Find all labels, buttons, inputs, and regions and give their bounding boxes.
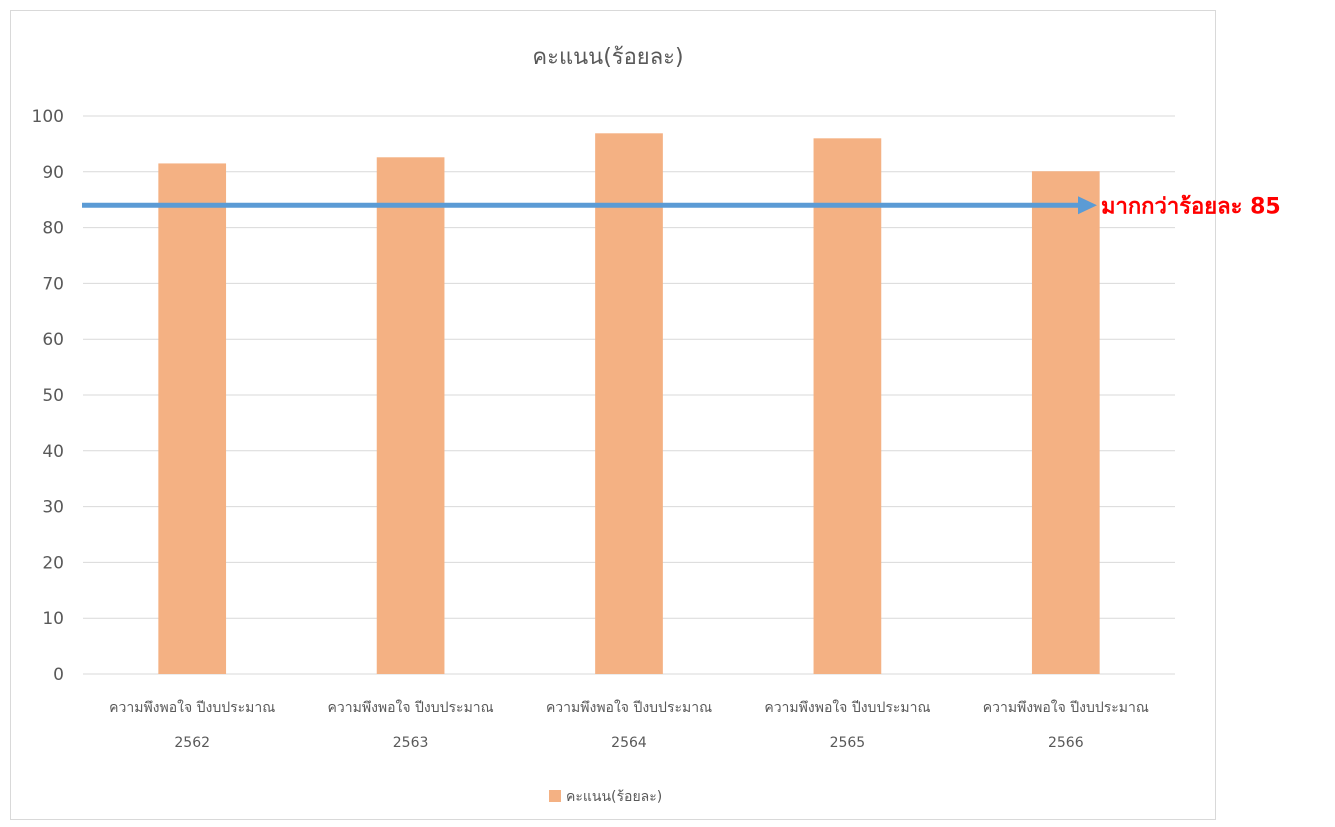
x-axis-categories: ความพึงพอใจ ปีงบประมาณ 2562 ความพึงพอใจ ปี… [109, 699, 1149, 751]
x-category-label-line2: 2565 [830, 735, 866, 751]
y-tick-label: 100 [32, 107, 64, 127]
y-tick-label: 40 [42, 442, 64, 462]
chart-title: คะแนน(ร้อยละ) [532, 45, 683, 70]
y-tick-label: 90 [42, 163, 64, 183]
x-category-label-line1: ความพึงพอใจ ปีงบประมาณ [328, 699, 494, 716]
x-category-label-line2: 2566 [1048, 735, 1084, 751]
bar [1031, 171, 1100, 674]
bar [158, 163, 227, 674]
y-tick-label: 10 [42, 609, 64, 629]
threshold-arrow-head [1078, 196, 1097, 215]
y-tick-label: 80 [42, 219, 64, 239]
y-tick-label: 70 [42, 274, 64, 294]
y-tick-label: 60 [42, 330, 64, 350]
x-category-label-line1: ความพึงพอใจ ปีงบประมาณ [764, 699, 930, 716]
y-tick-label: 0 [53, 665, 64, 685]
x-category-label-line1: ความพึงพอใจ ปีงบประมาณ [983, 699, 1149, 716]
y-tick-label: 20 [42, 553, 64, 573]
x-category-label-line2: 2563 [393, 735, 429, 751]
threshold-annotation: มากกว่าร้อยละ 85 [82, 194, 1281, 219]
x-category-label-line2: 2564 [611, 735, 647, 751]
y-tick-label: 50 [42, 386, 64, 406]
bar [376, 157, 445, 675]
x-category-label-line1: ความพึงพอใจ ปีงบประมาณ [109, 699, 275, 716]
legend-label: คะแนน(ร้อยละ) [566, 789, 662, 805]
y-tick-label: 30 [42, 498, 64, 518]
x-category-label-line1: ความพึงพอใจ ปีงบประมาณ [546, 699, 712, 716]
y-axis-ticks: 0 10 20 30 40 50 60 70 80 90 100 [32, 107, 64, 685]
legend-swatch [549, 790, 561, 802]
legend: คะแนน(ร้อยละ) [549, 789, 662, 805]
bar [813, 138, 882, 674]
bar [595, 133, 663, 675]
threshold-annotation-text: มากกว่าร้อยละ 85 [1101, 194, 1281, 219]
bars [158, 133, 1100, 675]
x-category-label-line2: 2562 [174, 735, 210, 751]
